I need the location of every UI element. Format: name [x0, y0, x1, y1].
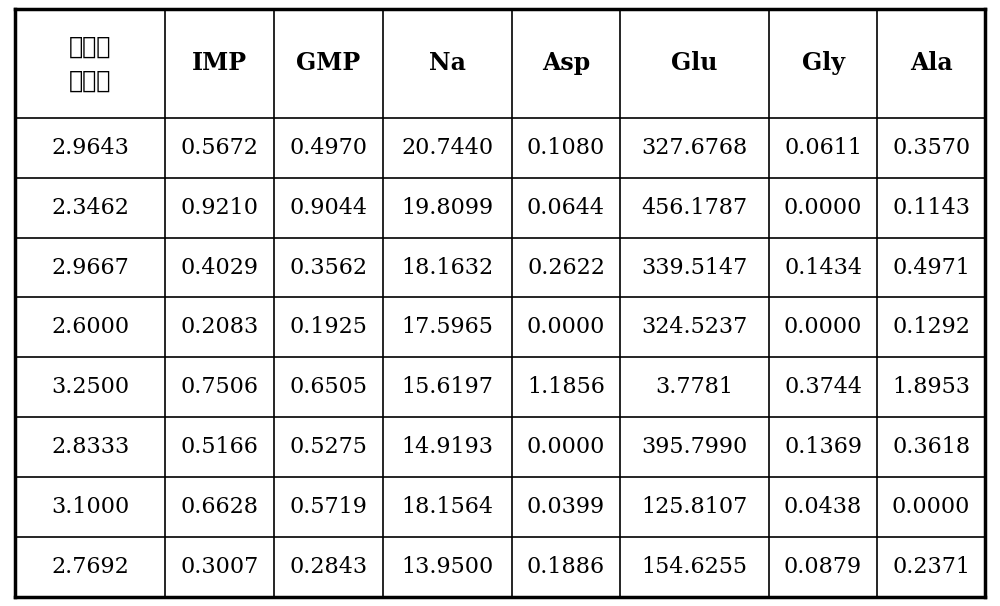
Text: 0.4970: 0.4970: [289, 137, 367, 159]
Text: 2.9643: 2.9643: [51, 137, 129, 159]
Text: 3.7781: 3.7781: [655, 376, 733, 398]
Text: 0.4971: 0.4971: [892, 256, 970, 279]
Text: 2.8333: 2.8333: [51, 436, 129, 458]
Text: 0.0000: 0.0000: [784, 316, 862, 338]
Text: 0.3007: 0.3007: [181, 556, 259, 578]
Text: 2.3462: 2.3462: [51, 197, 129, 219]
Text: Ala: Ala: [910, 52, 952, 76]
Text: 0.1886: 0.1886: [527, 556, 605, 578]
Text: 0.9210: 0.9210: [181, 197, 259, 219]
Text: 0.0399: 0.0399: [527, 496, 605, 518]
Text: 2.9667: 2.9667: [51, 256, 129, 279]
Text: 0.0879: 0.0879: [784, 556, 862, 578]
Text: 0.1369: 0.1369: [784, 436, 862, 458]
Text: 0.0000: 0.0000: [527, 316, 605, 338]
Text: 0.3570: 0.3570: [892, 137, 970, 159]
Text: IMP: IMP: [192, 52, 247, 76]
Text: 327.6768: 327.6768: [641, 137, 748, 159]
Text: 0.0644: 0.0644: [527, 197, 605, 219]
Text: Asp: Asp: [542, 52, 590, 76]
Text: 125.8107: 125.8107: [641, 496, 748, 518]
Text: 2.7692: 2.7692: [51, 556, 129, 578]
Text: 鲜美度: 鲜美度: [69, 35, 111, 59]
Text: 0.6505: 0.6505: [289, 376, 367, 398]
Text: 0.1143: 0.1143: [892, 197, 970, 219]
Text: 14.9193: 14.9193: [401, 436, 493, 458]
Text: 0.5275: 0.5275: [289, 436, 367, 458]
Text: 0.5719: 0.5719: [289, 496, 367, 518]
Text: 0.2843: 0.2843: [289, 556, 367, 578]
Text: Na: Na: [429, 52, 466, 76]
Text: 0.3744: 0.3744: [784, 376, 862, 398]
Text: 0.9044: 0.9044: [289, 197, 367, 219]
Text: 3.2500: 3.2500: [51, 376, 129, 398]
Text: 0.0611: 0.0611: [784, 137, 862, 159]
Text: 13.9500: 13.9500: [401, 556, 493, 578]
Text: 19.8099: 19.8099: [401, 197, 493, 219]
Text: 0.2622: 0.2622: [527, 256, 605, 279]
Text: 456.1787: 456.1787: [641, 197, 748, 219]
Text: 2.6000: 2.6000: [51, 316, 129, 338]
Text: 0.7506: 0.7506: [181, 376, 259, 398]
Text: 1.1856: 1.1856: [527, 376, 605, 398]
Text: 0.0438: 0.0438: [784, 496, 862, 518]
Text: 0.2083: 0.2083: [181, 316, 259, 338]
Text: 0.4029: 0.4029: [181, 256, 259, 279]
Text: 0.5166: 0.5166: [181, 436, 259, 458]
Text: 339.5147: 339.5147: [641, 256, 748, 279]
Text: 0.3562: 0.3562: [289, 256, 367, 279]
Text: Glu: Glu: [671, 52, 718, 76]
Text: 1.8953: 1.8953: [892, 376, 970, 398]
Text: 0.3618: 0.3618: [892, 436, 970, 458]
Text: 324.5237: 324.5237: [641, 316, 748, 338]
Text: 0.2371: 0.2371: [892, 556, 970, 578]
Text: 17.5965: 17.5965: [401, 316, 493, 338]
Text: 395.7990: 395.7990: [641, 436, 748, 458]
Text: 154.6255: 154.6255: [641, 556, 747, 578]
Text: 0.0000: 0.0000: [892, 496, 970, 518]
Text: Gly: Gly: [802, 52, 845, 76]
Text: 0.1080: 0.1080: [527, 137, 605, 159]
Text: 0.1925: 0.1925: [289, 316, 367, 338]
Text: 18.1564: 18.1564: [401, 496, 493, 518]
Text: 0.1434: 0.1434: [784, 256, 862, 279]
Text: 0.1292: 0.1292: [892, 316, 970, 338]
Text: 18.1632: 18.1632: [401, 256, 493, 279]
Text: 20.7440: 20.7440: [401, 137, 493, 159]
Text: 生津感: 生津感: [69, 68, 111, 93]
Text: 0.5672: 0.5672: [181, 137, 259, 159]
Text: 0.6628: 0.6628: [181, 496, 259, 518]
Text: 15.6197: 15.6197: [401, 376, 493, 398]
Text: 0.0000: 0.0000: [527, 436, 605, 458]
Text: 0.0000: 0.0000: [784, 197, 862, 219]
Text: GMP: GMP: [296, 52, 360, 76]
Text: 3.1000: 3.1000: [51, 496, 129, 518]
